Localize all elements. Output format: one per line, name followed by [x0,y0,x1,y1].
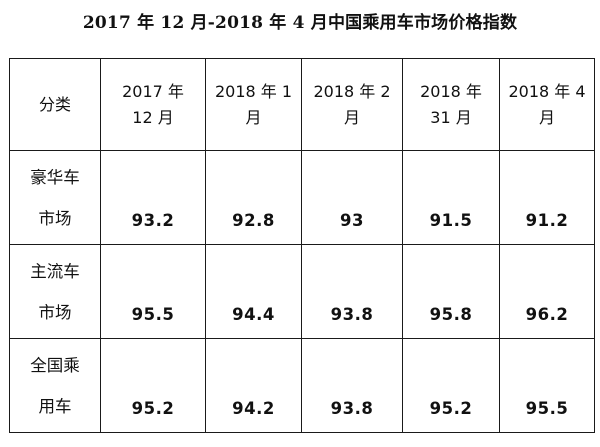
page-title: 2017 年 12 月-2018 年 4 月中国乘用车市场价格指数 [82,13,518,33]
category-label: 全国乘 用车 [30,355,80,416]
value-cell: 93.8 [301,338,403,433]
category-label: 主流车 市场 [30,261,80,322]
value-text: 93 [340,211,364,230]
table-row: 全国乘 用车 95.2 94.2 93.8 95.2 95.5 [9,338,595,433]
value-cell: 93 [301,150,403,245]
value-cell: 95.8 [402,244,500,339]
header-cell: 2018 年 1 月 [205,58,302,151]
header-cell: 分类 [9,58,101,151]
value-text: 94.2 [232,399,275,418]
value-text: 95.5 [131,305,175,324]
value-text: 93.8 [330,305,374,324]
header-cell: 2018 年 4 月 [499,58,595,151]
value-text: 95.2 [429,399,473,418]
value-text: 94.4 [232,305,275,324]
value-cell: 94.2 [205,338,302,433]
table-row: 主流车 市场 95.5 94.4 93.8 95.8 96.2 [9,244,595,339]
category-cell: 豪华车 市场 [9,150,101,245]
value-text: 95.5 [525,399,569,418]
value-cell: 91.5 [402,150,500,245]
value-text: 95.2 [131,399,175,418]
header-category: 分类 [38,94,71,114]
value-cell: 92.8 [205,150,302,245]
value-text: 91.2 [525,211,569,230]
table-row: 豪华车 市场 93.2 92.8 93 91.5 91.2 [9,150,595,245]
value-cell: 93.8 [301,244,403,339]
value-cell: 95.2 [402,338,500,433]
header-cell: 2018 年 2 月 [301,58,403,151]
header-2017-12: 2017 年 12 月 [122,81,184,127]
header-2018-02: 2018 年 2 月 [313,81,391,127]
value-text: 96.2 [525,305,569,324]
price-index-table: 分类 2017 年 12 月 2018 年 1 月 2018 年 2 月 201… [9,58,595,433]
value-text: 91.5 [429,211,473,230]
value-cell: 95.5 [499,338,595,433]
header-cell: 2018 年 31 月 [402,58,500,151]
header-2018-01: 2018 年 1 月 [214,81,293,127]
value-cell: 95.2 [100,338,206,433]
header-cell: 2017 年 12 月 [100,58,206,151]
value-cell: 95.5 [100,244,206,339]
header-2018-04: 2018 年 4 月 [508,81,586,127]
value-text: 93.8 [330,399,374,418]
value-cell: 94.4 [205,244,302,339]
value-text: 95.8 [429,305,473,324]
value-text: 93.2 [131,211,175,230]
value-cell: 96.2 [499,244,595,339]
value-text: 92.8 [232,211,275,230]
value-cell: 91.2 [499,150,595,245]
value-cell: 93.2 [100,150,206,245]
category-cell: 主流车 市场 [9,244,101,339]
category-cell: 全国乘 用车 [9,338,101,433]
header-2018-03: 2018 年 31 月 [420,81,482,127]
category-label: 豪华车 市场 [30,167,80,228]
table-header-row: 分类 2017 年 12 月 2018 年 1 月 2018 年 2 月 201… [9,58,595,151]
